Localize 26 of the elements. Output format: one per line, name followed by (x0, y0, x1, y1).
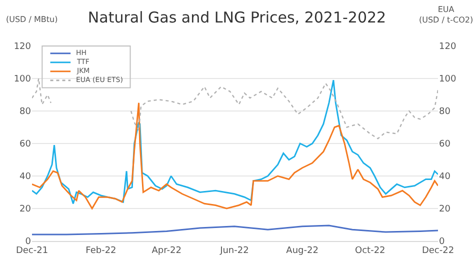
line-series (32, 102, 438, 210)
y-axis-title: (USD / MBtu) (6, 15, 58, 24)
y2-tick-label: 100 (439, 74, 456, 85)
y-tick-label: 40 (20, 172, 32, 182)
line-series (32, 224, 438, 236)
y2-tick-label: 0 (439, 237, 445, 248)
y2-tick-label: 120 (439, 42, 456, 52)
y-tick-label: 100 (14, 74, 32, 85)
x-tick-label: Apr-22 (152, 246, 182, 256)
y-tick-label: 120 (14, 42, 32, 52)
y-tick-label: 60 (20, 140, 32, 150)
x-tick-label: Oct-22 (355, 246, 386, 256)
x-tick-label: Dec-21 (16, 246, 48, 256)
x-tick-label: Feb-22 (86, 246, 116, 256)
x-tick-label: Jun-22 (219, 246, 249, 256)
y2-tick-label: 80 (439, 107, 451, 118)
chart-title: Natural Gas and LNG Prices, 2021-2022 (88, 8, 386, 27)
y2-axis-title: EUA (USD / t-CO2) (419, 5, 474, 24)
y-tick-label: 80 (20, 107, 32, 118)
y2-tick-label: 20 (439, 204, 451, 215)
y2-tick-label: 60 (439, 140, 451, 150)
x-tick-label: Dec-22 (422, 246, 454, 256)
y-tick-label: 0 (25, 237, 32, 248)
y2-tick-label: 40 (439, 172, 451, 182)
y-tick-label: 20 (20, 204, 32, 215)
x-tick-label: Aug-22 (286, 246, 318, 256)
